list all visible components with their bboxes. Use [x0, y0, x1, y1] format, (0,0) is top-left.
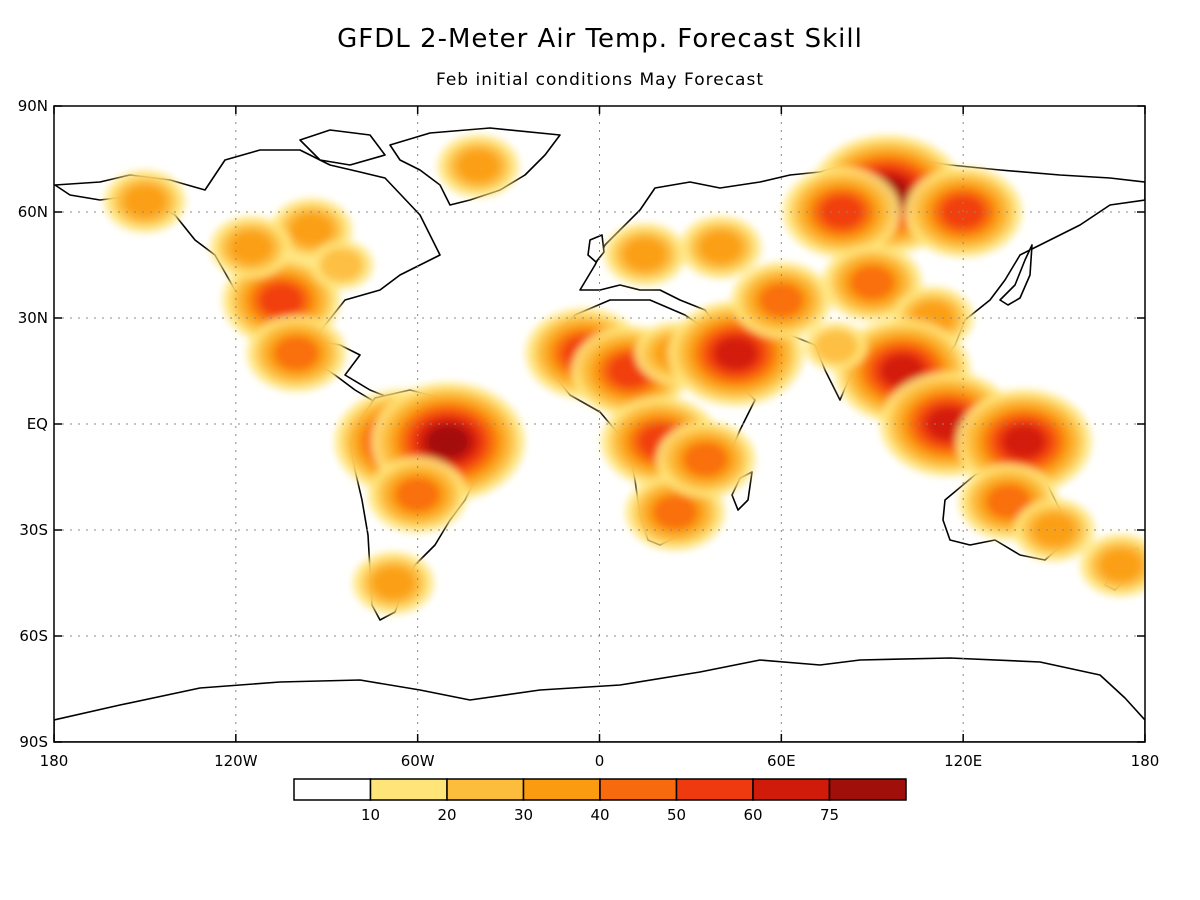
skill-blob-15-level-4: [653, 495, 698, 530]
x-tick-label: 0: [595, 752, 605, 770]
skill-blob-27-level-2: [813, 329, 858, 364]
y-tick-label: 90N: [18, 97, 48, 115]
antarctica-outline: [54, 657, 1145, 742]
x-axis: 180 120W 60W 0 60E 120E 180: [40, 106, 1160, 770]
skill-blob-5-level-2: [319, 248, 365, 282]
skill-blob-17-level-6: [713, 336, 758, 371]
colorbar-swatch-7: [828, 778, 907, 801]
y-tick-label: 60S: [19, 627, 48, 645]
y-tick-label: 90S: [19, 733, 48, 751]
x-tick-label: 60W: [401, 752, 435, 770]
x-tick-label: 60E: [767, 752, 796, 770]
colorbar-label: 30: [514, 806, 533, 824]
colorbar-swatch-3: [522, 778, 601, 801]
y-tick-label: 60N: [18, 203, 48, 221]
y-tick-label: 30N: [18, 309, 48, 327]
chart-subtitle: Feb initial conditions May Forecast: [435, 70, 764, 90]
japan-outline: [999, 244, 1033, 306]
skill-blob-30-level-4: [986, 484, 1031, 519]
x-tick-label: 180: [1131, 752, 1160, 770]
skill-blob-2-level-3: [122, 184, 168, 219]
colorbar-label: 50: [667, 806, 686, 824]
skill-blob-19-level-3: [698, 230, 743, 265]
skill-blob-24-level-4: [850, 265, 895, 300]
skill-blob-16-level-4: [683, 442, 728, 477]
colorbar-swatch-2: [446, 778, 525, 801]
skill-blob-8-level-7: [425, 424, 471, 459]
colorbar-label: 75: [820, 806, 839, 824]
skill-blob-6-level-3: [456, 149, 501, 184]
skill-blob-20-level-4: [759, 283, 804, 318]
colorbar: 10 20 30 40 50 60 75: [293, 778, 907, 824]
colorbar-label: 20: [437, 806, 456, 824]
y-tick-label: 30S: [19, 521, 48, 539]
skill-blob-18-level-3: [622, 237, 668, 272]
colorbar-swatch-6: [752, 778, 831, 801]
y-tick-label: EQ: [27, 415, 48, 433]
skill-blob-4-level-4: [274, 336, 319, 371]
y-axis: 90N 60N 30N EQ 30S 60S 90S: [18, 97, 1145, 751]
skill-blob-0-level-5: [259, 283, 304, 318]
map-grid: [54, 106, 1145, 742]
x-tick-label: 120W: [214, 752, 258, 770]
chart-title: GFDL 2-Meter Air Temp. Forecast Skill: [337, 24, 863, 54]
colorbar-label: 60: [743, 806, 762, 824]
colorbar-swatch-4: [599, 778, 678, 801]
skill-shading: [104, 135, 1145, 614]
colorbar-label: 10: [361, 806, 380, 824]
skill-blob-1-level-3: [289, 212, 334, 247]
skill-blob-29-level-6: [1001, 424, 1046, 459]
arctic-islands-outline: [299, 129, 386, 166]
x-tick-label: 180: [40, 752, 69, 770]
colorbar-swatch-1: [369, 778, 448, 801]
skill-blob-22-level-5: [819, 195, 865, 229]
skill-blob-9-level-4: [395, 477, 440, 512]
colorbar-swatch-5: [675, 778, 754, 801]
colorbar-label: 40: [590, 806, 609, 824]
skill-blob-32-level-3: [1098, 548, 1143, 583]
skill-blob-3-level-3: [228, 230, 274, 265]
skill-blob-10-level-3: [371, 566, 416, 600]
colorbar-swatch-0: [293, 778, 372, 801]
x-tick-label: 120E: [944, 752, 982, 770]
